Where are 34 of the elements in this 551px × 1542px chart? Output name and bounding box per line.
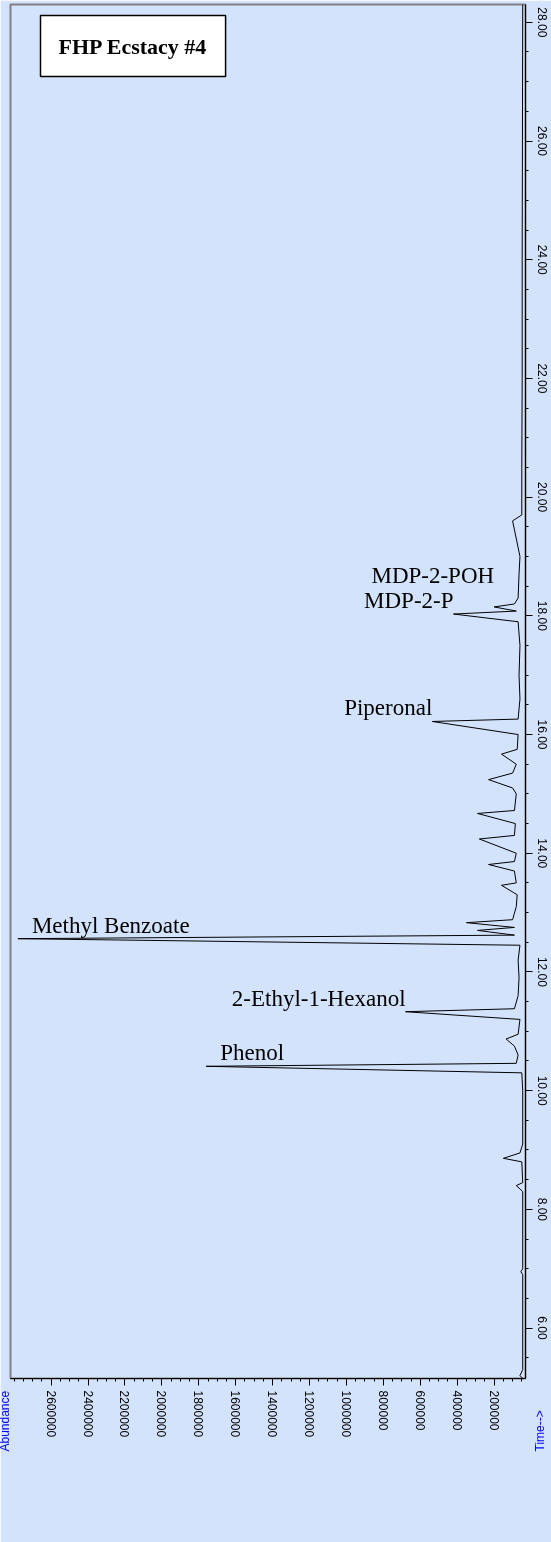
x-tick-label: 400000 xyxy=(449,1390,464,1431)
annotation: 2-Ethyl-1-Hexanol xyxy=(231,985,406,1011)
annotation: Methyl Benzoate xyxy=(31,912,190,938)
text: Time--> xyxy=(532,1410,547,1452)
y-tick-label: 12.00 xyxy=(534,956,549,988)
x-tick-label: 1200000 xyxy=(302,1390,317,1438)
text: FHP Ecstacy #4 xyxy=(58,33,207,59)
y-tick-label: 24.00 xyxy=(534,244,549,276)
x-tick-label: 1400000 xyxy=(265,1390,280,1438)
y-tick-label: 16.00 xyxy=(534,719,549,750)
y-tick-label: 6.00 xyxy=(534,1316,549,1341)
y-tick-label: 20.00 xyxy=(534,482,549,513)
x-tick-label: 1800000 xyxy=(191,1390,206,1438)
annotation: Phenol xyxy=(220,1040,285,1066)
y-tick-label: 22.00 xyxy=(534,363,549,394)
x-tick-label: 200000 xyxy=(486,1390,501,1431)
y-tick-label: 26.00 xyxy=(534,126,549,157)
x-tick-label: 800000 xyxy=(375,1390,390,1431)
y-tick-label: 14.00 xyxy=(534,838,549,869)
text: Abundance xyxy=(0,1390,12,1452)
annotation: MDP-2-P xyxy=(364,588,454,614)
x-tick-label: 1600000 xyxy=(228,1390,243,1438)
x-tick-label: 1000000 xyxy=(338,1390,353,1438)
x-tick-label: 2400000 xyxy=(80,1390,95,1438)
x-tick-label: 2000000 xyxy=(154,1390,169,1438)
x-tick-label: 2200000 xyxy=(117,1390,132,1438)
y-tick-label: 28.00 xyxy=(534,7,549,38)
y-tick-label: 18.00 xyxy=(534,600,549,632)
x-tick-label: 600000 xyxy=(412,1390,427,1431)
annotation: Piperonal xyxy=(344,695,433,721)
annotation: MDP-2-POH xyxy=(371,562,495,588)
y-tick-label: 8.00 xyxy=(534,1197,549,1222)
y-tick-label: 10.00 xyxy=(534,1075,549,1106)
x-tick-label: 2600000 xyxy=(43,1390,58,1438)
